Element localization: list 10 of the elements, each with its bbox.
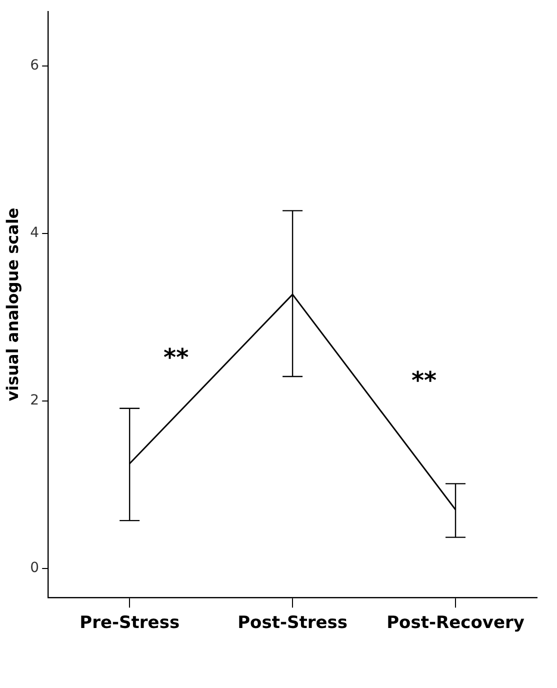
x-tick-label: Post-Stress (238, 613, 348, 634)
y-tick-label: 6 (30, 57, 40, 74)
annotation: ** (411, 366, 438, 394)
y-tick-label: 0 (30, 560, 40, 576)
x-tick-label: Post-Recovery (386, 613, 524, 634)
y-tick-label: 2 (30, 392, 40, 408)
annotation: ** (164, 343, 190, 372)
y-axis-title: visual analogue scale (2, 208, 22, 402)
x-tick-label: Pre-Stress (80, 613, 180, 634)
y-tick-label: 4 (30, 224, 40, 241)
